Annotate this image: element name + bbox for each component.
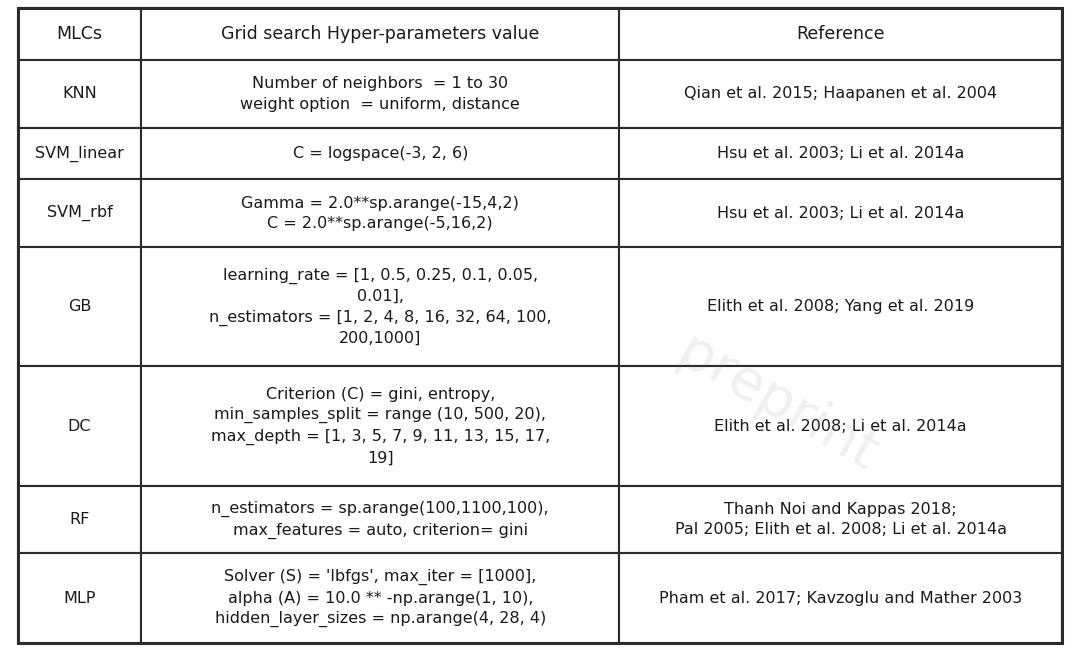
Text: Pham et al. 2017; Kavzoglu and Mather 2003: Pham et al. 2017; Kavzoglu and Mather 20… bbox=[659, 590, 1023, 605]
Text: SVM_linear: SVM_linear bbox=[36, 145, 124, 161]
Text: preprint: preprint bbox=[669, 325, 887, 482]
Text: MLP: MLP bbox=[64, 590, 96, 605]
Text: n_estimators = sp.arange(100,1100,100),
max_features = auto, criterion= gini: n_estimators = sp.arange(100,1100,100), … bbox=[212, 501, 549, 538]
Text: learning_rate = [1, 0.5, 0.25, 0.1, 0.05,
0.01],
n_estimators = [1, 2, 4, 8, 16,: learning_rate = [1, 0.5, 0.25, 0.1, 0.05… bbox=[208, 268, 552, 346]
Text: RF: RF bbox=[69, 512, 90, 527]
Text: Hsu et al. 2003; Li et al. 2014a: Hsu et al. 2003; Li et al. 2014a bbox=[717, 146, 964, 161]
Text: Solver (S) = 'lbfgs', max_iter = [1000],
alpha (A) = 10.0 ** -np.arange(1, 10),
: Solver (S) = 'lbfgs', max_iter = [1000],… bbox=[215, 569, 545, 628]
Text: Elith et al. 2008; Li et al. 2014a: Elith et al. 2008; Li et al. 2014a bbox=[714, 419, 967, 434]
Bar bbox=[141, 8, 619, 60]
Bar bbox=[619, 247, 1062, 367]
Bar bbox=[141, 367, 619, 486]
Text: Reference: Reference bbox=[796, 25, 885, 43]
Text: GB: GB bbox=[68, 299, 92, 314]
Text: C = logspace(-3, 2, 6): C = logspace(-3, 2, 6) bbox=[293, 146, 468, 161]
Bar bbox=[141, 553, 619, 643]
Text: KNN: KNN bbox=[63, 87, 97, 102]
Bar bbox=[18, 553, 141, 643]
Bar bbox=[141, 180, 619, 247]
Bar bbox=[18, 486, 141, 553]
Bar bbox=[619, 367, 1062, 486]
Bar bbox=[141, 486, 619, 553]
Text: DC: DC bbox=[68, 419, 92, 434]
Bar bbox=[619, 128, 1062, 180]
Bar bbox=[619, 553, 1062, 643]
Text: Gamma = 2.0**sp.arange(-15,4,2)
C = 2.0**sp.arange(-5,16,2): Gamma = 2.0**sp.arange(-15,4,2) C = 2.0*… bbox=[241, 195, 519, 231]
Text: Number of neighbors  = 1 to 30
weight option  = uniform, distance: Number of neighbors = 1 to 30 weight opt… bbox=[241, 76, 521, 111]
Bar bbox=[18, 367, 141, 486]
Bar bbox=[18, 128, 141, 180]
Bar bbox=[619, 60, 1062, 128]
Bar bbox=[619, 486, 1062, 553]
Text: SVM_rbf: SVM_rbf bbox=[46, 205, 112, 221]
Bar bbox=[141, 60, 619, 128]
Text: Thanh Noi and Kappas 2018;
Pal 2005; Elith et al. 2008; Li et al. 2014a: Thanh Noi and Kappas 2018; Pal 2005; Eli… bbox=[675, 502, 1007, 537]
Bar bbox=[619, 8, 1062, 60]
Bar bbox=[18, 247, 141, 367]
Bar bbox=[619, 180, 1062, 247]
Text: Qian et al. 2015; Haapanen et al. 2004: Qian et al. 2015; Haapanen et al. 2004 bbox=[684, 87, 997, 102]
Bar bbox=[18, 60, 141, 128]
Text: Hsu et al. 2003; Li et al. 2014a: Hsu et al. 2003; Li et al. 2014a bbox=[717, 206, 964, 221]
Text: Elith et al. 2008; Yang et al. 2019: Elith et al. 2008; Yang et al. 2019 bbox=[707, 299, 974, 314]
Bar bbox=[18, 180, 141, 247]
Text: Criterion (C) = gini, entropy,
min_samples_split = range (10, 500, 20),
max_dept: Criterion (C) = gini, entropy, min_sampl… bbox=[211, 387, 550, 465]
Bar bbox=[18, 8, 141, 60]
Bar bbox=[141, 128, 619, 180]
Text: MLCs: MLCs bbox=[56, 25, 103, 43]
Bar bbox=[141, 247, 619, 367]
Text: Grid search Hyper-parameters value: Grid search Hyper-parameters value bbox=[221, 25, 539, 43]
